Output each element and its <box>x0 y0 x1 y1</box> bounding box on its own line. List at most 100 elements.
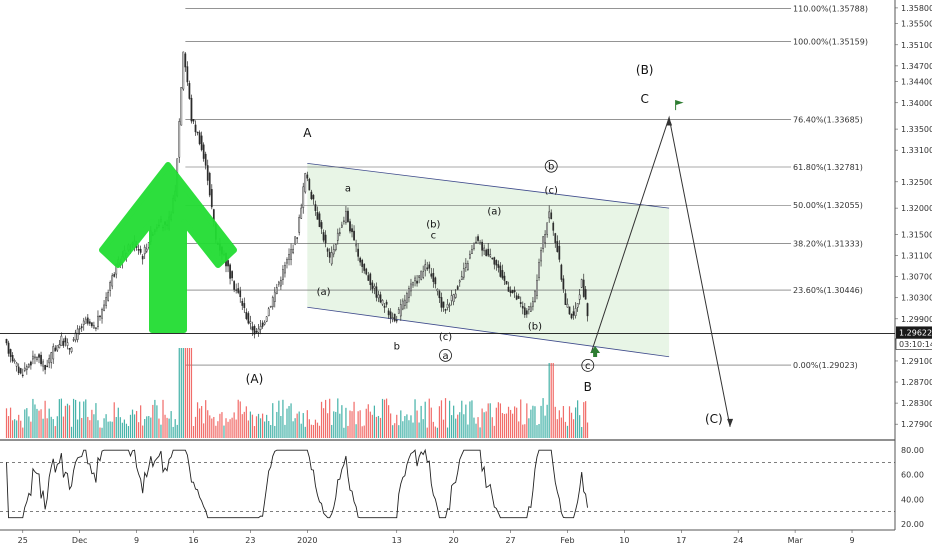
volume-bar <box>420 405 422 438</box>
volume-bar <box>146 416 148 438</box>
volume-bar <box>5 408 8 438</box>
fib-level-label: 100.00%(1.35159) <box>793 38 868 47</box>
volume-bar <box>509 409 512 438</box>
big-up-arrow-icon <box>99 162 237 333</box>
candle-body <box>34 356 36 359</box>
volume-bar <box>77 419 79 438</box>
candle-body <box>556 241 559 252</box>
candle-body <box>322 232 325 241</box>
candle-body <box>336 232 339 241</box>
correction-channel <box>307 162 670 358</box>
candle-body <box>393 313 396 322</box>
candle-body <box>251 326 254 331</box>
candle-body <box>326 248 329 252</box>
price-tick-label: 1.35100 <box>901 41 932 50</box>
rsi-tick-label: 60.00 <box>901 471 924 480</box>
time-tick-label: 10 <box>619 536 629 545</box>
candle-body <box>46 365 49 367</box>
candle-body <box>113 274 116 277</box>
volume-bar <box>314 419 317 438</box>
candle-body <box>369 273 372 286</box>
time-tick-label: 25 <box>18 536 28 545</box>
candle-body <box>355 244 357 247</box>
volume-bar <box>408 420 410 438</box>
volume-bar <box>52 419 54 438</box>
candle-body <box>558 245 561 260</box>
candle-body <box>64 337 67 343</box>
candle-body <box>36 357 38 360</box>
time-tick-label: Dec <box>72 536 87 545</box>
volume-bar <box>369 411 371 438</box>
volume-bar <box>493 425 495 438</box>
volume-bar <box>552 363 554 438</box>
volume-bar <box>251 414 254 438</box>
candle-body <box>263 321 266 325</box>
candle-body <box>19 368 22 374</box>
volume-bar <box>284 424 286 438</box>
candle-body <box>95 327 97 329</box>
volume-bar <box>499 403 502 438</box>
volume-bar <box>422 419 424 438</box>
volume-bar <box>406 414 408 438</box>
volume-bar <box>85 399 87 438</box>
price-axis[interactable]: 1.35800 1.35500 1.35100 1.34700 1.34400 1.340… <box>895 4 932 429</box>
volume-bar <box>388 405 390 438</box>
candle-body <box>97 315 99 327</box>
candle-body <box>111 275 114 287</box>
volume-bar <box>304 426 306 438</box>
volume-bar <box>247 420 249 438</box>
candle-body <box>570 314 573 319</box>
candle-body <box>86 317 89 324</box>
candle-body <box>70 347 73 352</box>
candle-body <box>245 312 248 319</box>
volume-bar <box>469 401 471 438</box>
rsi-tick-label: 40.00 <box>901 495 924 504</box>
candle-body <box>306 174 309 179</box>
candle-body <box>25 366 28 371</box>
volume-bar <box>333 411 335 438</box>
volume-bar <box>294 418 296 438</box>
candle-body <box>576 303 579 308</box>
volume-bar <box>556 419 558 438</box>
volume-bar <box>221 412 223 438</box>
volume-bar <box>530 409 532 438</box>
candle-body <box>267 308 270 317</box>
volume-bar <box>239 401 241 438</box>
candle-body <box>448 304 451 307</box>
wave-label: c <box>585 361 591 372</box>
volume-bar <box>237 399 239 438</box>
volume-bar <box>448 400 451 438</box>
price-tick-label: 1.31100 <box>901 252 932 261</box>
volume-bar <box>526 403 528 438</box>
candle-body <box>462 268 465 278</box>
candle-body <box>491 257 494 260</box>
volume-bar <box>446 427 449 438</box>
volume-bar <box>453 405 455 438</box>
volume-bar <box>16 420 18 438</box>
volume-bar <box>430 407 432 438</box>
candle-body <box>202 144 205 159</box>
candle-body <box>15 362 18 367</box>
time-axis[interactable]: 25 Dec 9 16 23 2020 13 20 27 Feb 10 17 24 Mar 9 <box>18 530 855 545</box>
candle-body <box>530 306 532 312</box>
volume-bar <box>320 401 323 438</box>
volume-bar <box>528 418 530 438</box>
candle-body <box>28 364 30 368</box>
volume-bar <box>394 423 396 438</box>
volume-bar <box>373 405 375 438</box>
candle-body <box>428 264 431 269</box>
volume-bar <box>111 421 113 438</box>
wave-label: C <box>641 92 649 106</box>
volume-bar <box>367 404 369 438</box>
candle-body <box>334 244 337 251</box>
time-tick-label: 13 <box>392 536 402 545</box>
volume-bar <box>121 422 123 438</box>
volume-bar <box>560 417 562 438</box>
candle-body <box>515 295 518 300</box>
candle-body <box>227 260 229 267</box>
volume-bar <box>127 426 130 438</box>
candle-body <box>483 247 486 252</box>
volume-bar <box>491 417 493 438</box>
volume-bar <box>442 419 445 438</box>
